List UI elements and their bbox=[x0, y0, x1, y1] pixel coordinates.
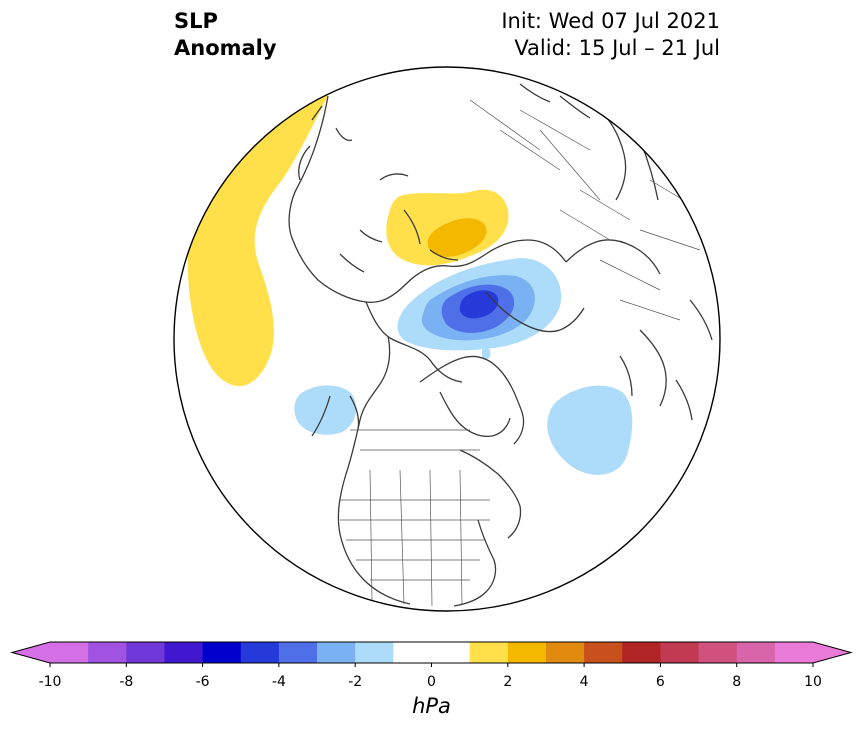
colorbar-bin bbox=[278, 642, 318, 663]
colorbar-bin bbox=[164, 642, 204, 663]
colorbar-tick-label: -4 bbox=[271, 674, 286, 690]
init-date: Init: Wed 07 Jul 2021 bbox=[501, 9, 720, 33]
globe-boundary bbox=[173, 66, 721, 612]
polar-map bbox=[173, 66, 721, 612]
colorbar-bin bbox=[584, 642, 623, 663]
colorbar-bin bbox=[660, 642, 700, 663]
colorbar-bin bbox=[736, 642, 776, 663]
colorbar-bin bbox=[88, 642, 127, 663]
coastlines bbox=[288, 83, 713, 607]
colorbar-extend-max bbox=[813, 642, 851, 663]
negative-anomaly-north-atlantic bbox=[547, 385, 633, 475]
colorbar-bin bbox=[507, 642, 547, 663]
colorbar-tick-label: 6 bbox=[655, 674, 665, 690]
colorbar-bin bbox=[126, 642, 165, 663]
colorbar-bin bbox=[50, 642, 89, 663]
colorbar-tick-label: -2 bbox=[348, 674, 363, 690]
colorbar-tick-label: 8 bbox=[732, 674, 742, 690]
colorbar-bin bbox=[622, 642, 661, 663]
title-quantity: Anomaly bbox=[174, 36, 277, 60]
colorbar-extend-min bbox=[12, 642, 50, 663]
positive-anomaly-scandinavia-core bbox=[427, 218, 487, 257]
colorbar-bin bbox=[545, 642, 585, 663]
colorbar-bin bbox=[202, 642, 242, 663]
colorbar-bin bbox=[698, 642, 738, 663]
colorbar-units: hPa bbox=[412, 694, 451, 718]
colorbar-bin bbox=[355, 642, 394, 663]
colorbar-tick-label: 2 bbox=[503, 674, 513, 690]
colorbar-tick-label: -8 bbox=[119, 674, 134, 690]
negative-anomaly-small-patch bbox=[482, 348, 491, 360]
colorbar-bin bbox=[393, 642, 432, 663]
colorbar-tick-label: 0 bbox=[427, 674, 436, 690]
colorbar-bin bbox=[317, 642, 356, 663]
colorbar-tick-label: 4 bbox=[579, 674, 589, 690]
colorbar-tick-label: -10 bbox=[38, 674, 62, 690]
plot-title-right: Init: Wed 07 Jul 2021 Valid: 15 Jul – 21… bbox=[501, 8, 720, 62]
valid-range: Valid: 15 Jul – 21 Jul bbox=[514, 36, 720, 60]
colorbar bbox=[10, 641, 853, 667]
plot-title-left: SLP Anomaly bbox=[174, 8, 277, 62]
colorbar-bin bbox=[431, 642, 471, 663]
borders bbox=[340, 99, 701, 607]
colorbar-bin bbox=[774, 642, 814, 663]
colorbar-bin bbox=[469, 642, 509, 663]
colorbar-tick-label: 10 bbox=[804, 674, 822, 690]
colorbar-tick-label: -6 bbox=[195, 674, 210, 690]
negative-anomaly-kara-sea-core bbox=[459, 290, 499, 319]
title-variable: SLP bbox=[174, 9, 218, 33]
colorbar-bin bbox=[240, 642, 280, 663]
